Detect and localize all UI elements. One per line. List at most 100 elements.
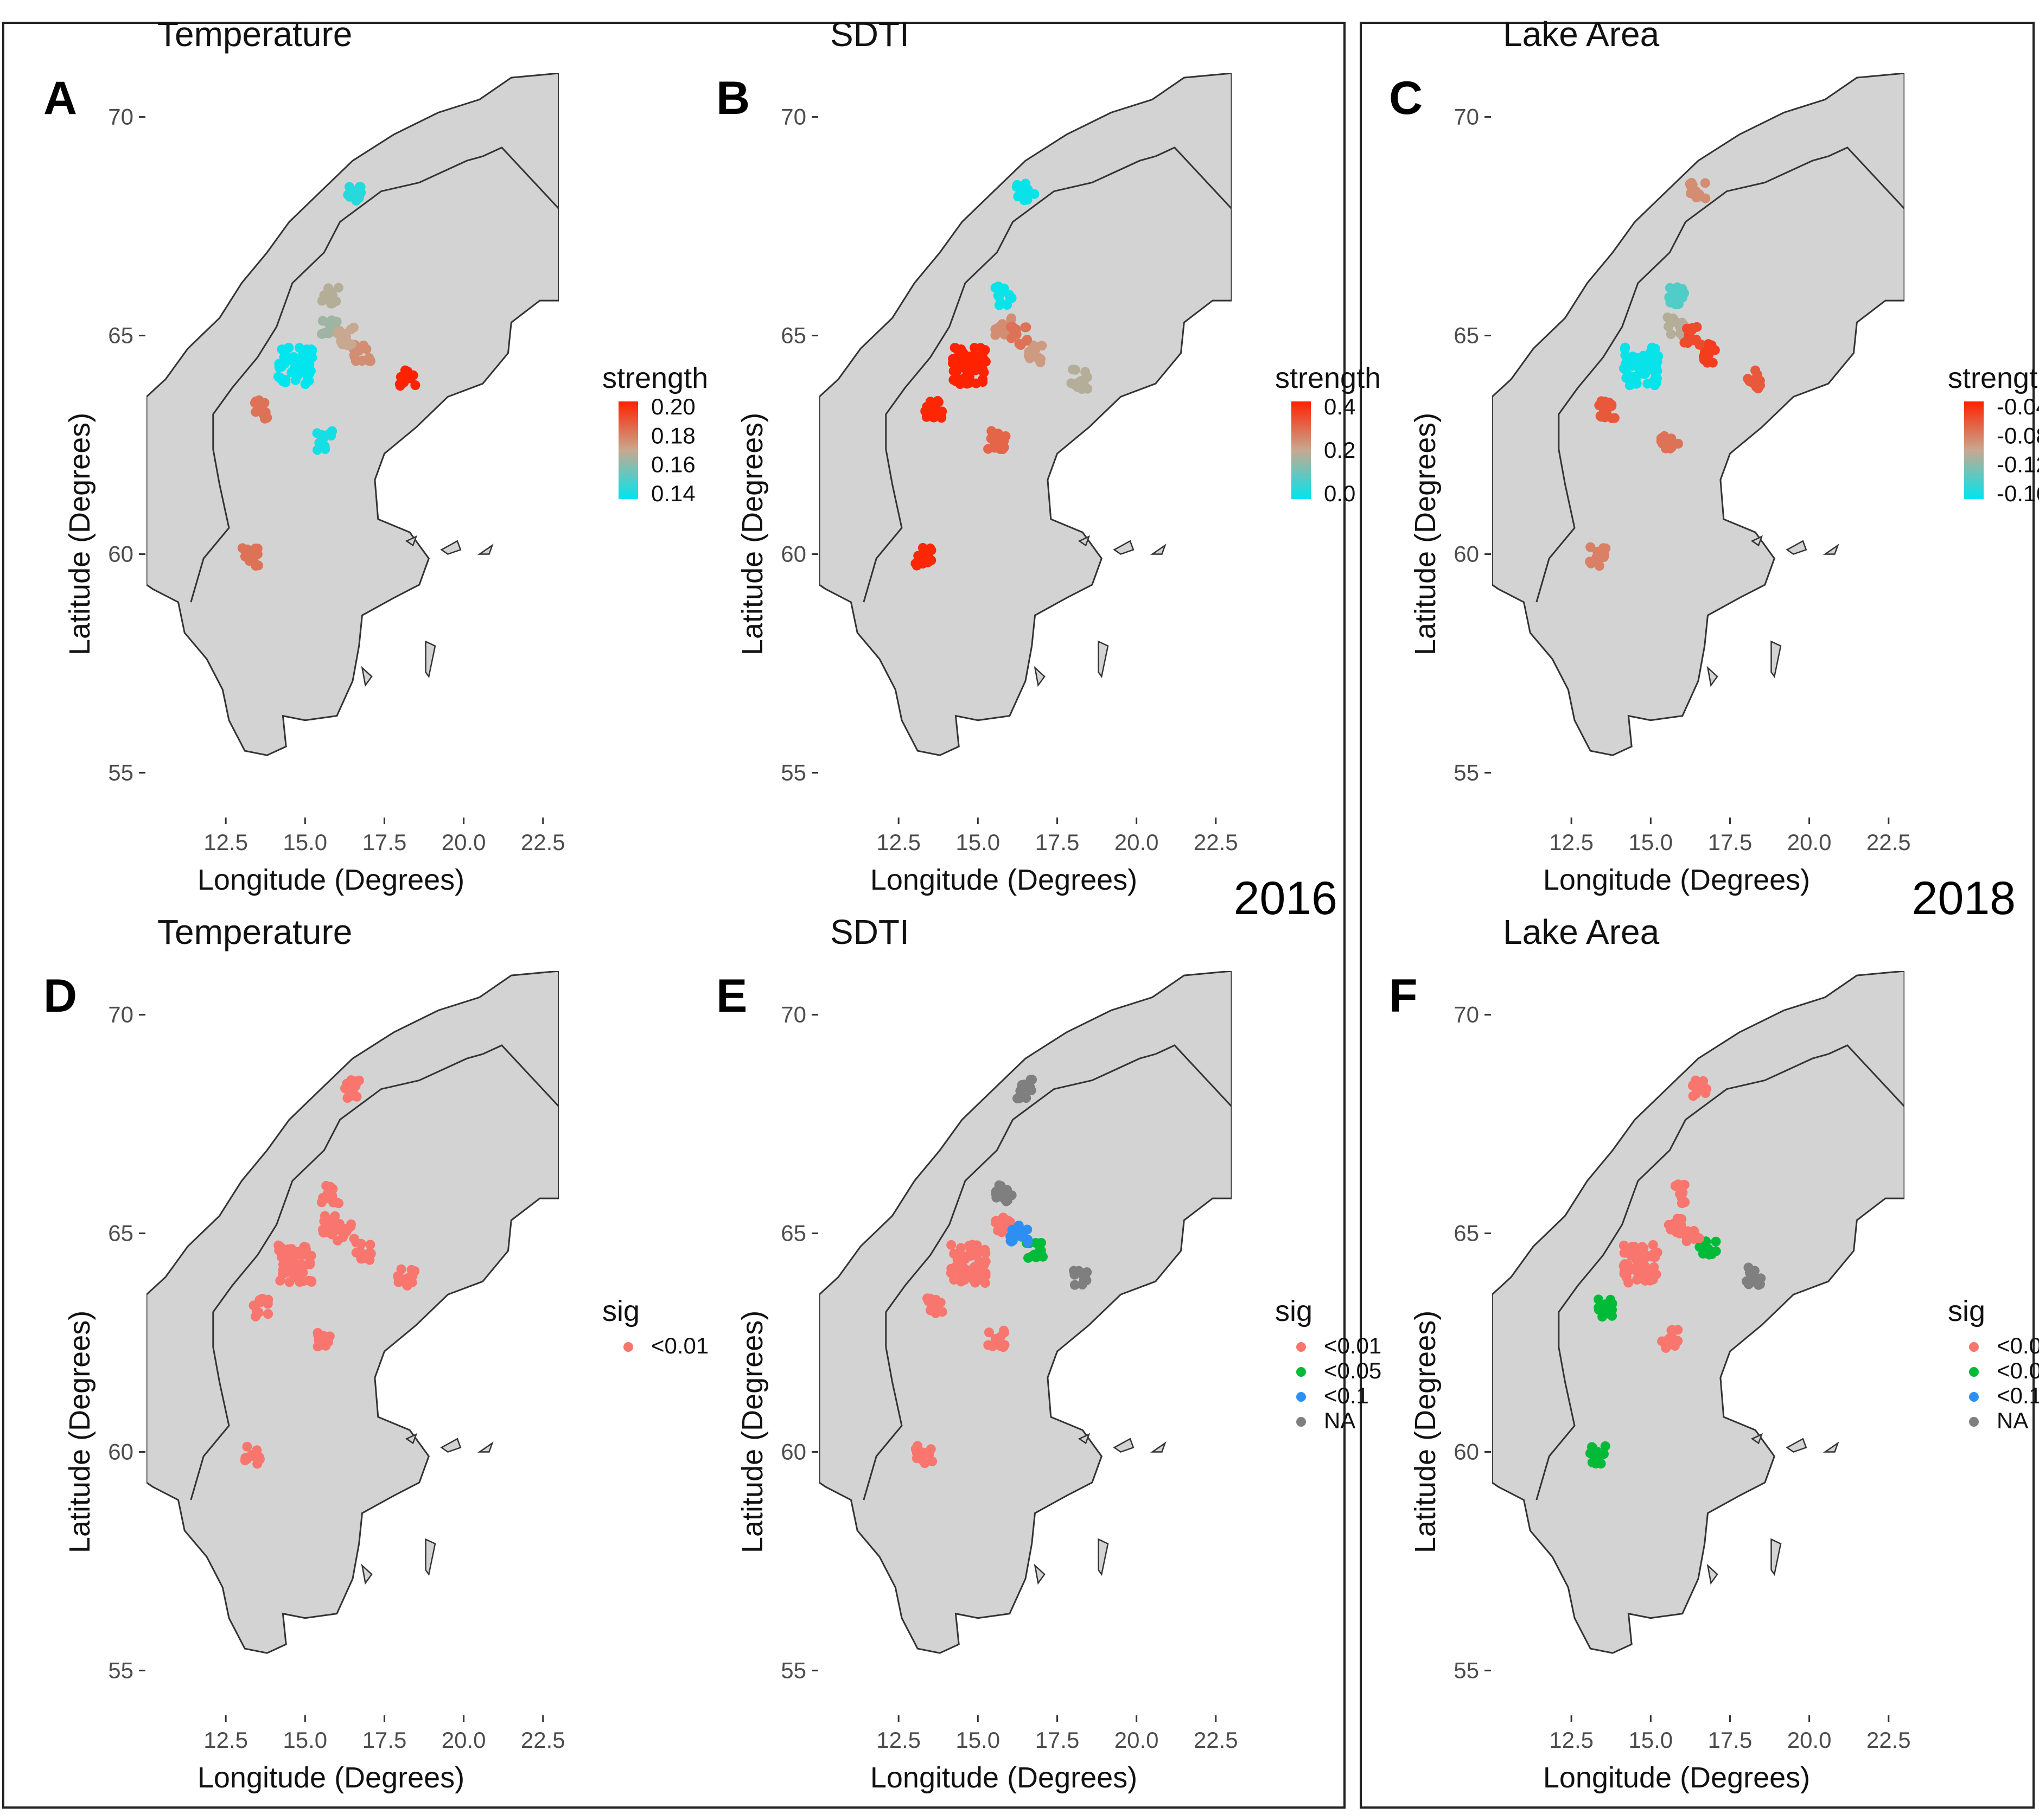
- x-tick-label: 17.5: [362, 1727, 407, 1753]
- y-tick-label: 65: [1454, 1221, 1479, 1246]
- site-point: [1664, 443, 1674, 453]
- legend-label: 0.16: [651, 452, 696, 477]
- y-tick-label: 60: [1454, 1439, 1479, 1464]
- panel-title: SDTI: [830, 15, 909, 54]
- site-point: [956, 1243, 966, 1253]
- site-point: [328, 1184, 338, 1194]
- site-point: [303, 360, 314, 370]
- site-point: [361, 344, 372, 354]
- site-point: [317, 316, 328, 326]
- x-tick-label: 20.0: [1787, 1727, 1832, 1753]
- site-point: [296, 1275, 306, 1286]
- island-1: [440, 540, 462, 555]
- y-tick-label: 70: [1454, 1002, 1479, 1027]
- island-2: [477, 544, 494, 555]
- site-point: [960, 363, 970, 374]
- x-axis-title: Longitude (Degrees): [1543, 864, 1810, 896]
- site-point: [1025, 353, 1035, 363]
- site-point: [1675, 1215, 1686, 1225]
- x-axis-title: Longitude (Degrees): [197, 864, 464, 896]
- x-tick-label: 15.0: [955, 1727, 1000, 1753]
- site-point: [1599, 1449, 1609, 1459]
- site-point: [351, 1248, 361, 1258]
- site-point: [980, 1248, 991, 1259]
- y-tick-label: 70: [108, 1002, 133, 1027]
- panel-letter: C: [1389, 72, 1423, 124]
- x-tick-label: 22.5: [1866, 829, 1911, 855]
- x-tick-label: 12.5: [876, 829, 921, 855]
- panel-e: 55 60 65 70 12.5 15.0 17.5 20.0 22.5 Longitude (D…: [716, 912, 1381, 1794]
- site-point: [334, 1198, 344, 1209]
- site-point: [1694, 1242, 1705, 1252]
- site-point: [991, 1216, 1001, 1226]
- island-3: [425, 640, 436, 679]
- site-point: [320, 328, 330, 338]
- frame-2018: [1360, 22, 2035, 1809]
- y-tick-label: 55: [108, 759, 133, 785]
- site-point: [277, 1243, 287, 1253]
- site-point: [242, 1441, 252, 1452]
- site-point: [1620, 342, 1630, 353]
- island-4: [361, 1563, 373, 1585]
- island-4: [361, 666, 373, 687]
- site-point: [1684, 323, 1694, 334]
- legend-label: <0.05: [1997, 1358, 2039, 1383]
- site-point: [1016, 1231, 1026, 1242]
- year-label-2016: 2016: [1234, 872, 1337, 924]
- site-point: [250, 398, 260, 408]
- y-tick-label: 60: [108, 1439, 133, 1464]
- site-point: [946, 1240, 957, 1250]
- legend-key: [1969, 1392, 1979, 1402]
- x-axis-title: Longitude (Degrees): [197, 1761, 464, 1794]
- site-point: [1691, 1075, 1701, 1085]
- site-point: [976, 343, 986, 353]
- sweden-finland-border: [1155, 146, 1232, 301]
- site-point: [1673, 1336, 1683, 1346]
- site-point: [978, 377, 988, 387]
- site-point: [948, 358, 958, 368]
- site-point: [1005, 293, 1015, 304]
- site-point: [1069, 1266, 1079, 1276]
- site-point: [323, 283, 334, 293]
- site-point: [917, 559, 928, 569]
- legend-label: -0.08: [1997, 423, 2039, 448]
- site-point: [1649, 1262, 1659, 1272]
- site-point: [966, 354, 976, 364]
- site-point: [403, 1273, 413, 1283]
- site-point: [321, 1340, 331, 1351]
- site-point: [1666, 329, 1676, 340]
- site-point: [1662, 1335, 1673, 1345]
- panel-letter: A: [43, 72, 77, 124]
- site-point: [1607, 1311, 1617, 1321]
- site-point: [343, 190, 353, 200]
- legend-colorbar: [1964, 401, 1984, 499]
- site-point: [1650, 1251, 1660, 1262]
- site-point: [345, 340, 355, 350]
- site-point: [1639, 1255, 1649, 1266]
- site-point: [349, 1234, 359, 1244]
- panel-title: SDTI: [830, 912, 909, 951]
- site-point: [405, 373, 416, 383]
- x-axis-title: Longitude (Degrees): [870, 864, 1137, 896]
- site-point: [1677, 1198, 1687, 1209]
- site-point: [921, 412, 932, 422]
- panel-f: 55 60 65 70 12.5 15.0 17.5 20.0 22.5 Longitude (D…: [1389, 912, 2039, 1794]
- sweden-norway-border: [190, 1053, 483, 1500]
- y-tick-label: 55: [1454, 759, 1479, 785]
- legend-label: 0.4: [1324, 394, 1355, 419]
- y-tick-label: 65: [108, 1221, 133, 1246]
- island-3: [1770, 1538, 1782, 1576]
- y-axis-title: Latitude (Degrees): [63, 1311, 96, 1553]
- island-2: [1150, 1441, 1167, 1453]
- site-point: [1066, 378, 1076, 388]
- island-1: [440, 1438, 462, 1453]
- site-point: [1600, 1441, 1610, 1451]
- site-point: [320, 1211, 330, 1221]
- island-4: [1706, 666, 1718, 687]
- x-tick-label: 20.0: [1114, 829, 1159, 855]
- x-tick-label: 15.0: [283, 1727, 327, 1753]
- y-axis-title: Latitude (Degrees): [1409, 413, 1442, 655]
- legend-label: -0.04: [1997, 394, 2039, 419]
- y-axis-title: Latitude (Degrees): [63, 413, 96, 655]
